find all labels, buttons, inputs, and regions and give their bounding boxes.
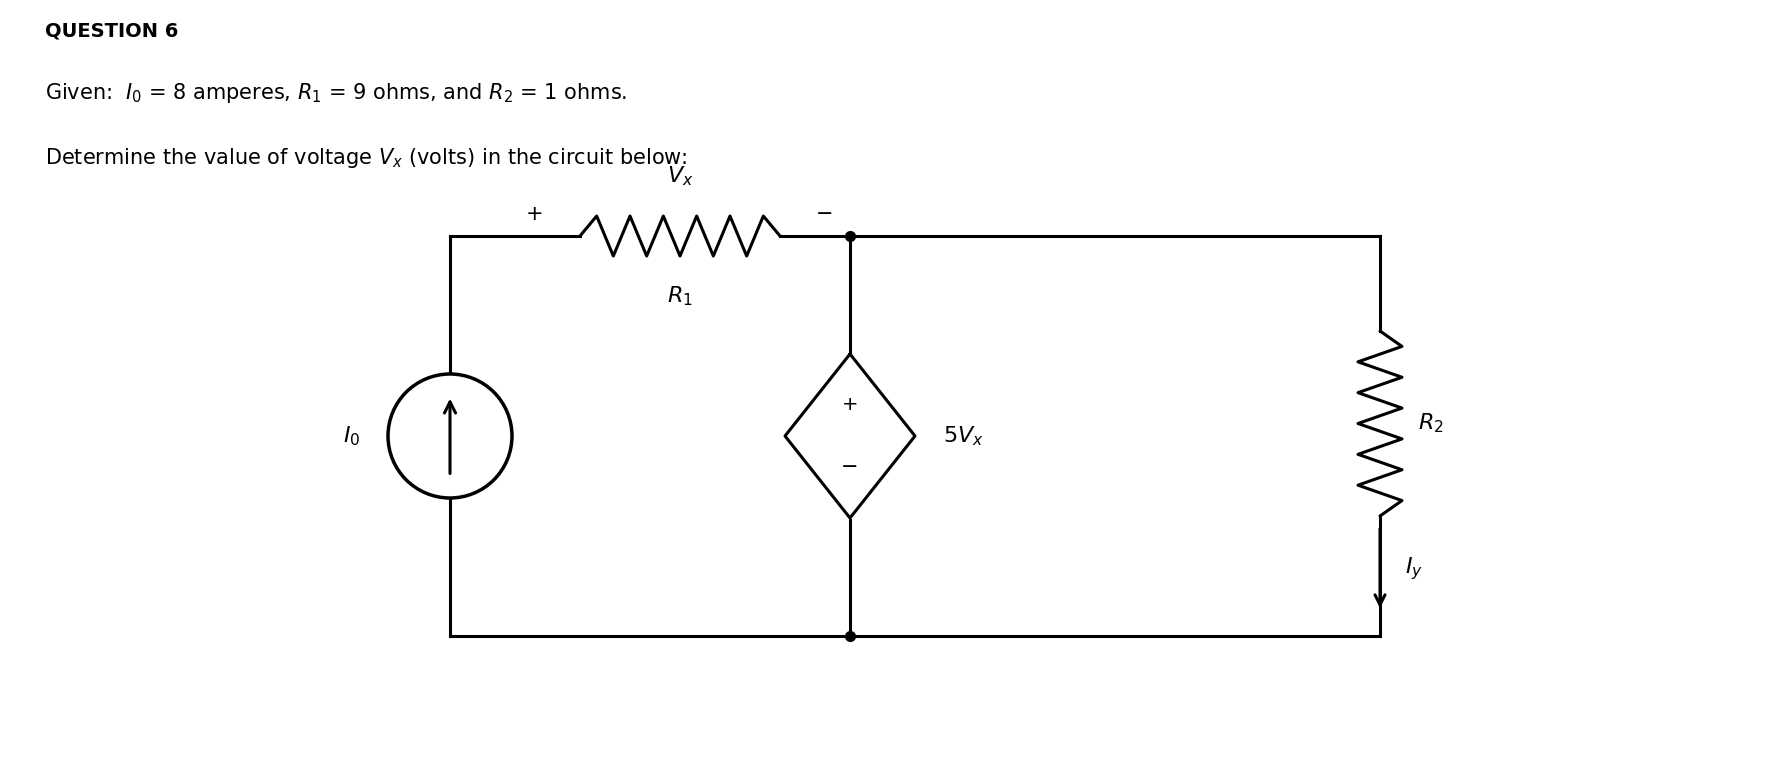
Text: $R_2$: $R_2$ [1417, 411, 1444, 435]
Text: +: + [527, 204, 543, 224]
Text: $5V_x$: $5V_x$ [943, 424, 984, 448]
Text: $I_y$: $I_y$ [1405, 555, 1423, 582]
Text: Given:  $I_0$ = 8 amperes, $R_1$ = 9 ohms, and $R_2$ = 1 ohms.: Given: $I_0$ = 8 amperes, $R_1$ = 9 ohms… [45, 81, 627, 105]
Text: Determine the value of voltage $V_x$ (volts) in the circuit below:: Determine the value of voltage $V_x$ (vo… [45, 146, 688, 170]
Text: −: − [840, 457, 858, 477]
Text: $V_x$: $V_x$ [667, 165, 694, 188]
Text: QUESTION 6: QUESTION 6 [45, 21, 179, 40]
Text: +: + [842, 395, 858, 414]
Text: −: − [815, 204, 833, 224]
Text: $R_1$: $R_1$ [667, 284, 694, 308]
Text: $I_0$: $I_0$ [342, 424, 360, 448]
